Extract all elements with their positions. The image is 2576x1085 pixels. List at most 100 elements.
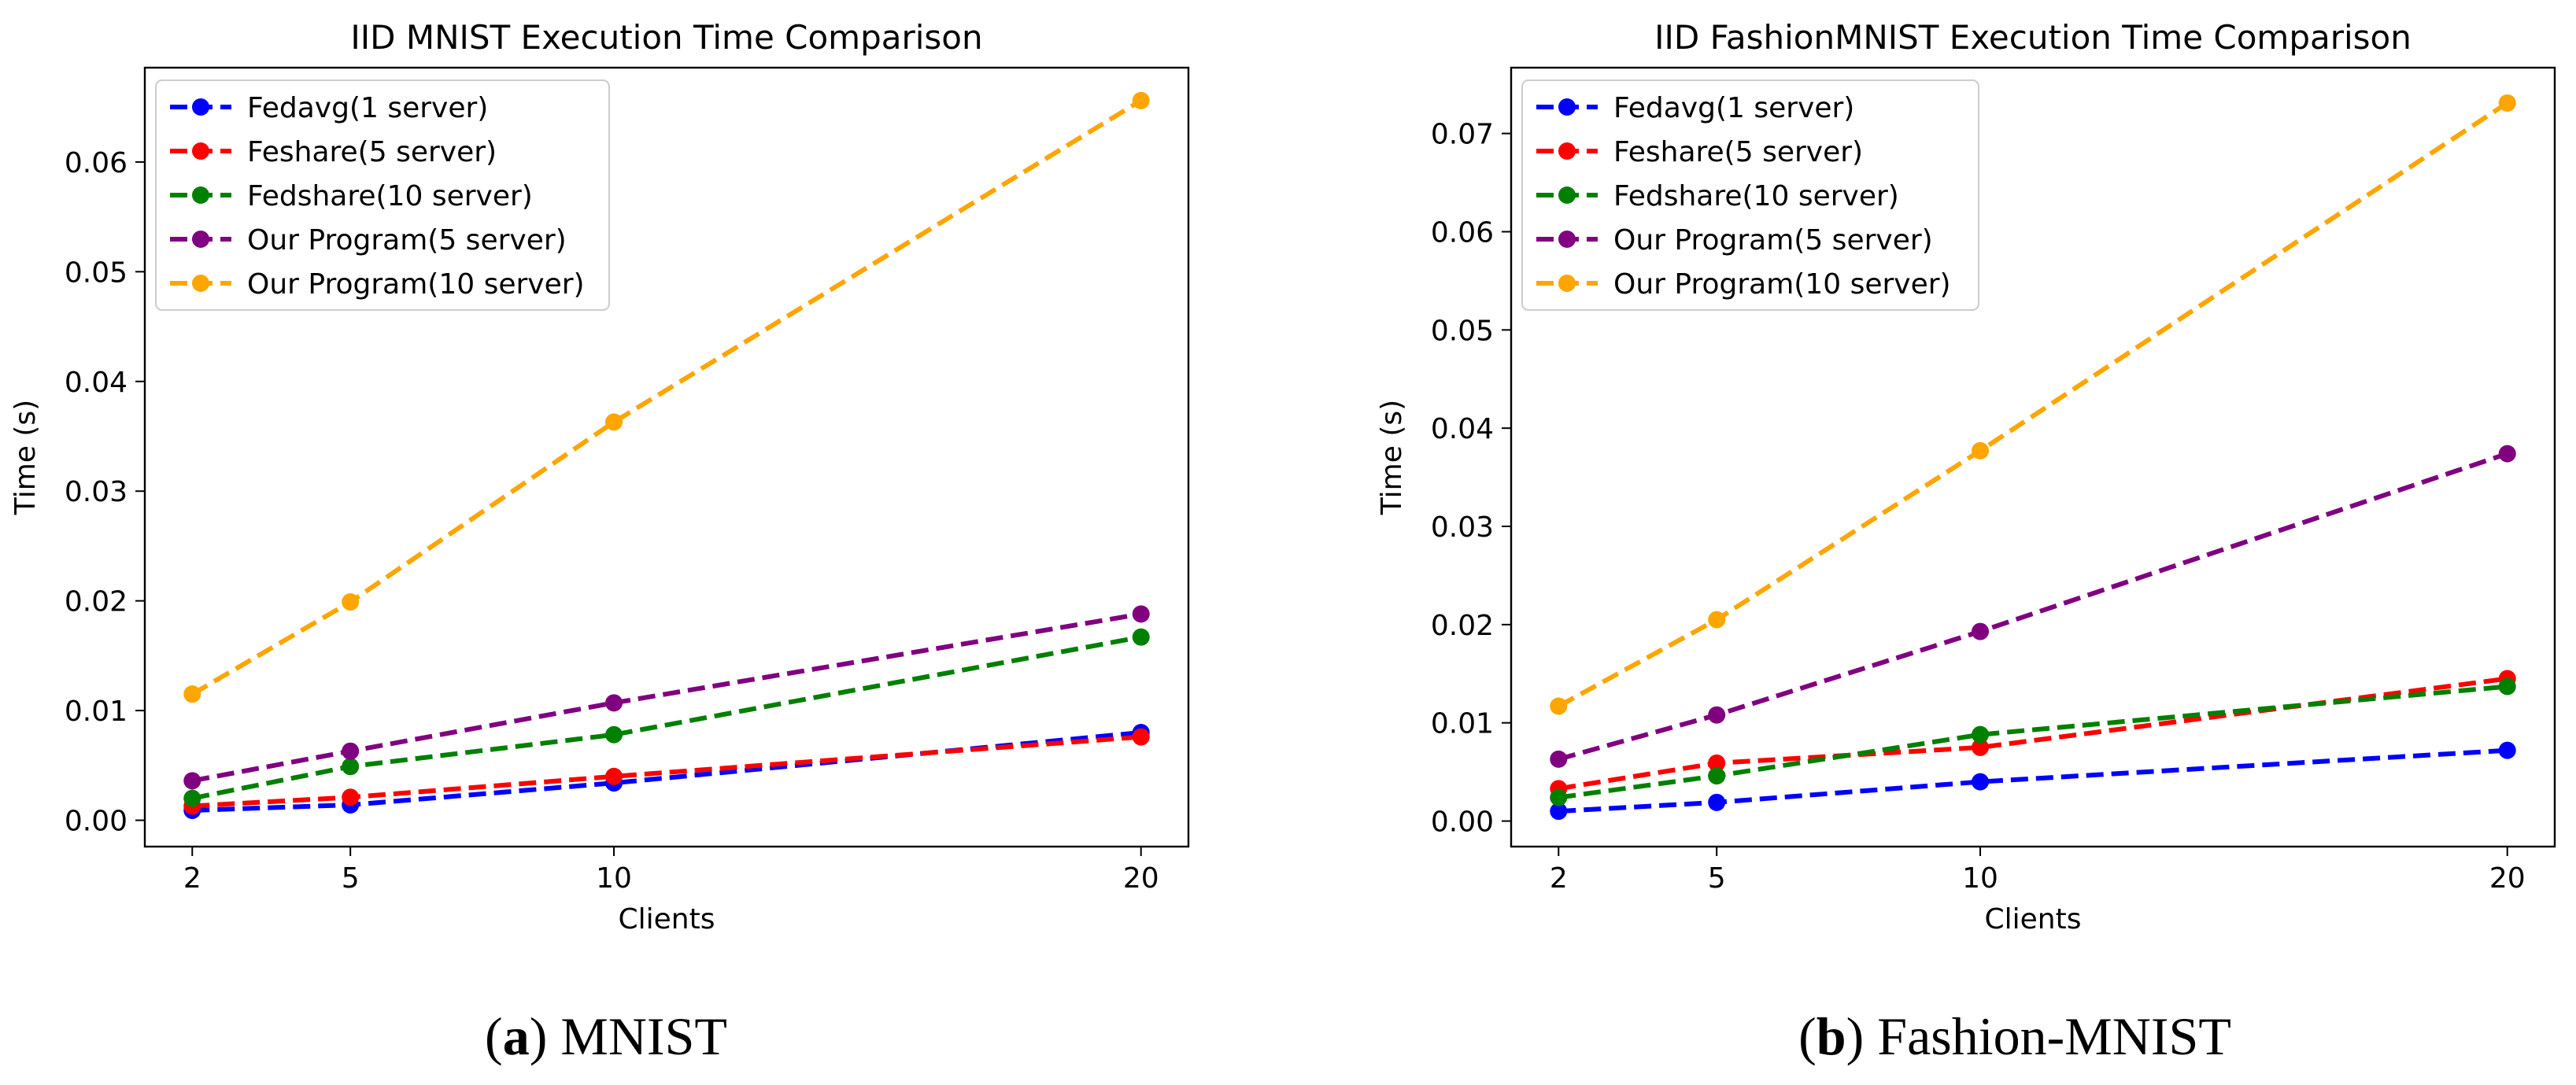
series-line	[1558, 747, 2508, 814]
legend-label: Feshare(5 server)	[247, 136, 497, 168]
x-tick-label: 2	[1550, 862, 1568, 895]
data-point	[1132, 728, 1150, 746]
data-point	[1708, 611, 1726, 629]
plot-frame	[1510, 66, 2556, 848]
y-tick-label: 0.06	[1431, 216, 1494, 249]
data-point	[1708, 754, 1726, 772]
series-our-program-5-server	[1550, 445, 2516, 768]
y-tick-label: 0.04	[1431, 413, 1494, 445]
series-line	[1557, 101, 2509, 709]
x-tick-label: 10	[1962, 862, 1998, 895]
series-line	[191, 611, 1142, 784]
data-point	[605, 413, 623, 431]
x-tick-label: 10	[596, 862, 632, 895]
legend-label: Our Program(10 server)	[1613, 268, 1951, 301]
x-tick-label: 5	[1708, 862, 1726, 895]
y-tick-label: 0.01	[65, 696, 128, 728]
series-line	[191, 634, 1142, 801]
data-point	[1708, 793, 1726, 811]
y-tick-label: 0.00	[1431, 806, 1494, 839]
y-tick-label: 0.02	[1431, 610, 1494, 642]
x-axis-label: Clients	[1985, 903, 2082, 936]
legend: Fedavg(1 server) Feshare(5 server) Fedshar…	[1521, 79, 1979, 311]
legend-marker	[192, 275, 209, 292]
legend-label: Our Program(5 server)	[1613, 224, 1933, 256]
legend-label: Feshare(5 server)	[1613, 136, 1863, 168]
data-point	[605, 694, 623, 712]
y-tick-label: 0.03	[1431, 511, 1494, 544]
series-line	[1558, 684, 2508, 800]
data-point	[342, 742, 360, 760]
caption-b-letter: b	[1817, 1006, 1846, 1066]
y-axis-label: Time (s)	[9, 400, 42, 515]
data-point	[1972, 738, 1990, 756]
legend-item-our-program-10-server: Our Program(10 server)	[170, 268, 585, 301]
legend-marker	[1558, 275, 1576, 292]
legend-item-our-program-10-server: Our Program(10 server)	[1536, 268, 1951, 301]
chart-title: IID FashionMNIST Execution Time Comparis…	[1654, 18, 2412, 57]
data-point	[342, 593, 360, 611]
legend-item-feshare-5-server: Feshare(5 server)	[170, 136, 497, 168]
series-line	[1558, 676, 2508, 792]
legend-marker	[1558, 231, 1576, 248]
legend-label: Fedavg(1 server)	[247, 92, 488, 124]
data-point	[183, 789, 201, 807]
x-tick-label: 20	[2489, 862, 2526, 895]
legend-item-fedshare-10-server: Fedshare(10 server)	[1536, 180, 1899, 212]
legend-label: Fedshare(10 server)	[1613, 180, 1899, 212]
legend-item-our-program-5-server: Our Program(5 server)	[170, 224, 567, 256]
series-fedavg-1-server	[1550, 741, 2516, 821]
data-point	[2498, 445, 2516, 463]
chart-title: IID MNIST Execution Time Comparison	[350, 18, 982, 57]
caption-b: (b) Fashion-MNIST	[1798, 1006, 2231, 1066]
data-point	[183, 685, 201, 703]
legend-marker	[1558, 98, 1576, 116]
x-tick-label: 5	[342, 862, 360, 895]
data-point	[605, 725, 623, 744]
data-point	[1708, 767, 1726, 785]
panel-fashion-mnist: IID FashionMNIST Execution Time Comparis…	[1376, 18, 2556, 936]
series-line	[192, 734, 1141, 809]
caption-b-text: Fashion-MNIST	[1877, 1006, 2231, 1066]
y-tick-label: 0.05	[1431, 315, 1494, 347]
y-tick-label: 0.06	[65, 147, 128, 179]
data-point	[2498, 741, 2516, 759]
data-point	[342, 758, 360, 776]
series-fedshare-10-server	[1550, 677, 2516, 806]
legend-item-feshare-5-server: Feshare(5 server)	[1536, 136, 1863, 168]
legend-marker	[1558, 186, 1576, 204]
x-tick-label: 2	[183, 862, 201, 895]
legend-marker	[192, 186, 209, 204]
legend-marker	[192, 98, 209, 116]
data-point	[2498, 94, 2516, 112]
caption-a-text: MNIST	[560, 1006, 727, 1066]
plot-frame	[143, 66, 1190, 848]
caption-a: (a) MNIST	[485, 1006, 727, 1066]
legend-label: Fedavg(1 server)	[1613, 92, 1854, 124]
data-point	[1972, 773, 1990, 791]
data-point	[1972, 725, 1990, 744]
series-line	[190, 98, 1143, 696]
caption-a-letter: a	[503, 1006, 530, 1066]
y-tick-label: 0.04	[65, 367, 128, 399]
legend-item-our-program-5-server: Our Program(5 server)	[1536, 224, 1933, 256]
data-point	[2498, 677, 2516, 696]
data-point	[1972, 622, 1990, 640]
legend-marker	[192, 231, 209, 248]
legend-item-fedavg-1-server: Fedavg(1 server)	[1536, 92, 1854, 124]
y-tick-label: 0.01	[1431, 708, 1494, 740]
series-our-program-5-server	[183, 605, 1150, 790]
data-point	[1708, 706, 1726, 724]
series-fedshare-10-server	[183, 628, 1150, 807]
legend-box	[1521, 79, 1979, 311]
y-tick-label: 0.07	[1431, 119, 1494, 151]
data-point	[342, 788, 360, 806]
panel-mnist: IID MNIST Execution Time Comparison 0.00 0…	[9, 18, 1190, 936]
data-point	[1132, 628, 1150, 646]
data-point	[1132, 605, 1150, 623]
legend-box	[155, 79, 610, 311]
y-axis-label: Time (s)	[1376, 400, 1408, 515]
data-point	[183, 772, 201, 790]
legend-item-fedshare-10-server: Fedshare(10 server)	[170, 180, 533, 212]
legend-label: Our Program(5 server)	[247, 224, 567, 256]
